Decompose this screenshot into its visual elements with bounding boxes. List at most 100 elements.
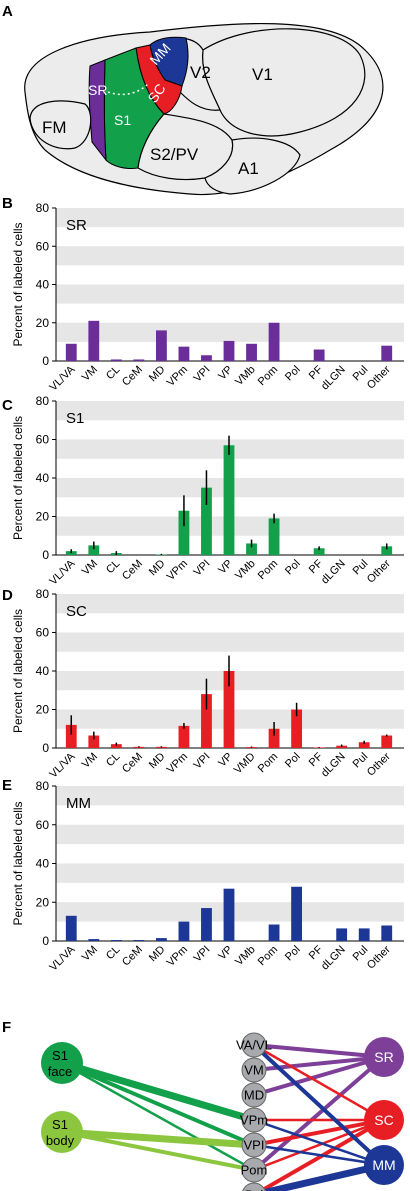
x-tick-label: VPm (165, 751, 190, 776)
y-tick-label: 60 (36, 626, 50, 640)
connection-edge (252, 1118, 386, 1172)
y-tick-label: 20 (36, 895, 50, 909)
x-tick-label: dLGN (319, 558, 348, 587)
thalamic-node-label: Pol (245, 1188, 264, 1191)
x-tick-label: Pol (283, 364, 303, 384)
bar (201, 908, 212, 941)
panel-letter-c: C (2, 397, 13, 414)
y-axis-label: Percent of labeled cells (11, 222, 25, 346)
a1-label: A1 (238, 159, 259, 178)
bar (133, 359, 145, 361)
a1-region (204, 137, 301, 195)
panel-letter-b: B (2, 195, 13, 212)
grid-band (56, 863, 404, 883)
connection-edge (60, 1061, 256, 1147)
connection-edge (58, 1059, 258, 1124)
bar (381, 735, 393, 748)
bar (268, 924, 280, 941)
panel-f-network: F VA/VLVMMDVPmVPIPomPolS1faceS1bodySRSCM… (2, 1019, 404, 1191)
x-tick-label: VPI (192, 751, 213, 772)
target-node-label: MM (372, 1157, 395, 1173)
connection-edge (252, 1043, 386, 1167)
x-tick-label: VMb (233, 364, 257, 388)
bar (358, 742, 370, 748)
x-tick-label: VM (80, 944, 100, 964)
x-tick-label: VL/VA (47, 363, 77, 393)
target-node (364, 1145, 404, 1185)
target-node-label: SR (374, 1049, 393, 1065)
panel-d-chart: D SC 0 20 40 60 80 Percent of labeled cells VL/… (2, 587, 404, 781)
x-tick-label: Other (365, 943, 393, 971)
connection-edge (256, 1118, 386, 1191)
bar (178, 921, 190, 941)
grid-band (56, 632, 404, 652)
x-tick-label: Pom (256, 944, 280, 968)
x-tick-label: VPm (165, 944, 190, 969)
bar (336, 928, 348, 941)
connection-edge (252, 1043, 386, 1059)
panel-letter-f: F (2, 1019, 11, 1036)
grid-band (56, 246, 404, 266)
y-tick-label: 0 (42, 354, 49, 368)
x-tick-label: VMb (233, 944, 257, 968)
x-tick-label: VM (80, 751, 100, 771)
chart-title: MM (66, 795, 91, 812)
bar (110, 359, 122, 361)
thalamic-node-label: VPI (244, 1138, 265, 1153)
x-tick-label: Pol (283, 751, 303, 771)
bar (246, 543, 257, 555)
panel-letter-e: E (2, 777, 12, 794)
y-axis-label: Percent of labeled cells (11, 609, 25, 733)
bar (268, 322, 280, 361)
connection-edge (60, 1061, 256, 1172)
x-tick-label: CeM (120, 558, 145, 583)
panel-c-chart: C S1 0 20 40 60 80 Percent of labeled cells VL/… (2, 394, 404, 588)
y-tick-label: 0 (42, 548, 49, 562)
bar (110, 940, 122, 941)
connection-edge (58, 1128, 258, 1149)
bar (201, 355, 212, 361)
grid-band (56, 824, 404, 845)
x-tick-label: dLGN (319, 364, 348, 393)
source-node (41, 1111, 83, 1153)
thalamic-node (241, 1132, 267, 1158)
thalamic-node-label: VA/VL (236, 1038, 272, 1053)
s1-label: S1 (114, 112, 131, 128)
bar (155, 330, 167, 361)
bar (268, 728, 280, 748)
sr-region (88, 59, 107, 162)
bar (291, 886, 303, 941)
bar (246, 343, 257, 361)
grid-band (56, 322, 404, 342)
thalamic-node (241, 1032, 267, 1058)
panel-b-chart: B SR 0 20 40 60 80 Percent of labeled cells VL/… (2, 195, 404, 394)
thalamic-node-label: VM (244, 1063, 264, 1078)
chart-title: SR (66, 217, 87, 234)
bar (155, 938, 167, 941)
sr-label: SR (88, 82, 107, 98)
thalamic-node (242, 1182, 266, 1191)
connection-edge (252, 1043, 386, 1122)
bar (381, 925, 393, 941)
bar (313, 349, 325, 361)
x-tick-label: VM (80, 364, 100, 384)
grid-band (56, 594, 404, 614)
connection-edge (252, 1055, 386, 1072)
connection-edge (252, 1118, 386, 1167)
bar (178, 510, 190, 555)
panel-e-chart: E MM 0 20 40 60 80 Percent of labeled cells VL/… (2, 777, 404, 974)
target-node (364, 1100, 404, 1140)
x-tick-label: Pom (256, 558, 280, 582)
thalamic-node-label: VPm (240, 1113, 268, 1128)
target-node-label: SC (374, 1112, 393, 1128)
x-tick-label: VPI (192, 944, 213, 965)
bar (65, 915, 77, 941)
bar (358, 928, 370, 941)
x-tick-label: Other (365, 557, 393, 585)
x-tick-label: Other (365, 363, 393, 391)
x-tick-label: dLGN (319, 944, 348, 973)
bar (88, 545, 100, 555)
thalamic-node (241, 1082, 267, 1108)
bar (268, 518, 280, 555)
y-tick-label: 20 (36, 510, 50, 524)
